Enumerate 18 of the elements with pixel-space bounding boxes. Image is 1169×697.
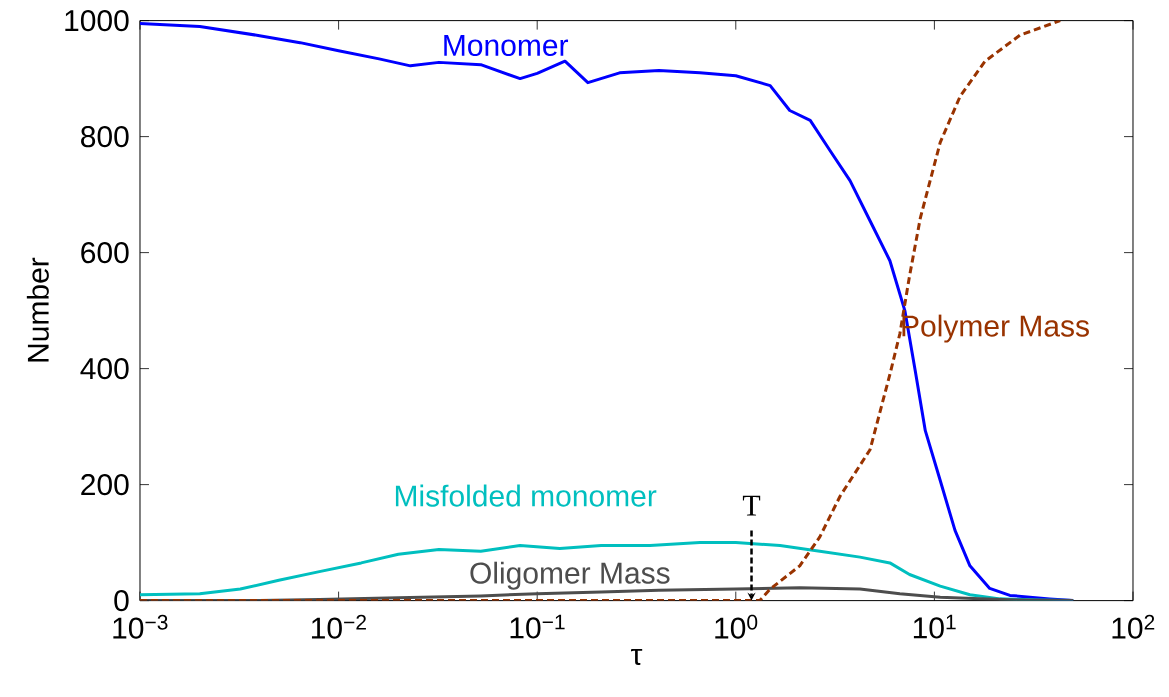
x-tick-label: 10$^{−2}$ bbox=[311, 615, 366, 639]
series-label: Misfolded monomer bbox=[395, 484, 657, 507]
annotation: T bbox=[742, 495, 761, 516]
y-tick-label: 200 bbox=[81, 474, 129, 496]
y-tick-label: 1000 bbox=[65, 10, 129, 32]
y-tick-label: 0 bbox=[114, 590, 129, 612]
x-tick-label: 10$^{1}$ bbox=[913, 614, 956, 639]
series-label: Oligomer Mass bbox=[470, 561, 670, 590]
x-tick-label: 10$^{−3}$ bbox=[113, 615, 168, 639]
series-label: Monomer bbox=[444, 35, 569, 57]
y-tick-label: 800 bbox=[81, 126, 129, 148]
x-tick-label: 10$^{0}$ bbox=[715, 615, 758, 639]
x-tick-label: 10$^{−1}$ bbox=[510, 614, 565, 639]
x-axis-title: τ bbox=[630, 649, 643, 666]
y-tick-label: 400 bbox=[80, 358, 129, 380]
x-tick-label: 10$^{2}$ bbox=[1112, 615, 1155, 639]
y-axis-title: Number bbox=[26, 257, 49, 362]
y-tick-label: 600 bbox=[81, 242, 129, 264]
